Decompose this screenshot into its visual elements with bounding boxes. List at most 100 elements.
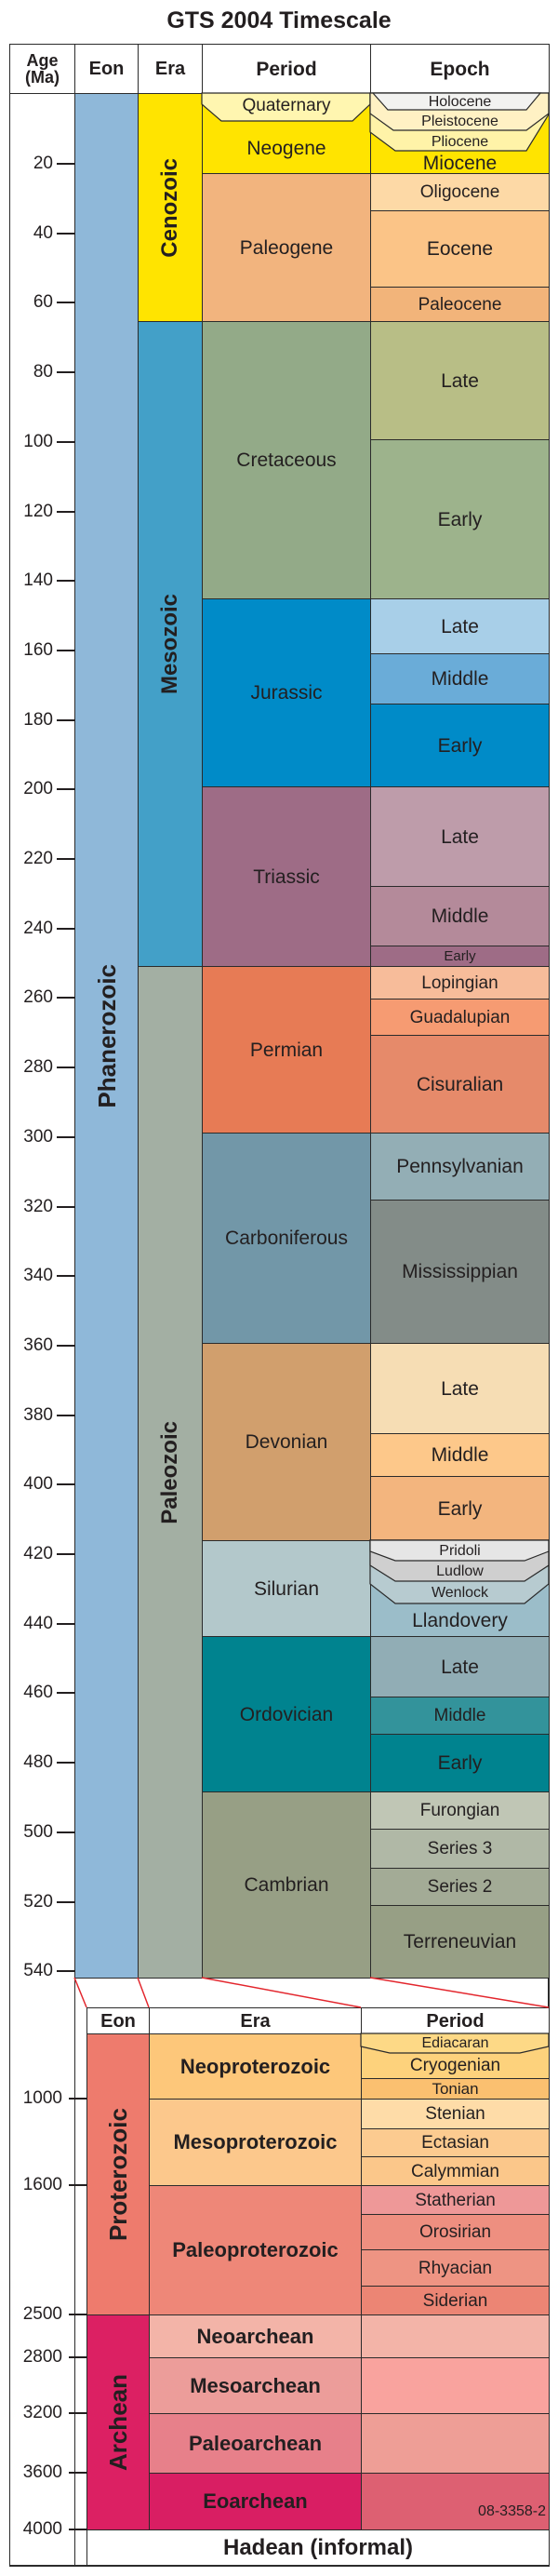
period-label-text: Tonian (432, 2080, 479, 2098)
period-label: Quaternary (202, 93, 371, 118)
period-label: Carboniferous (202, 1133, 371, 1344)
epoch-label-text: Eocene (426, 238, 494, 260)
eon-phanerozoic (74, 93, 139, 1979)
age-tick (57, 1205, 75, 1208)
era-paleoproterozoic (149, 2185, 362, 2315)
epoch-label: Early (370, 1476, 550, 1541)
period-label: Triassic (202, 786, 371, 967)
period-stenian (361, 2099, 550, 2129)
era-paleoarchean (149, 2413, 362, 2474)
epoch-label: Guadalupian (370, 999, 550, 1036)
epoch-label: Series 3 (370, 1829, 550, 1869)
epoch-label: Series 2 (370, 1868, 550, 1906)
age-tick-label: 60 (33, 292, 53, 313)
age-tick-label: 520 (23, 1891, 53, 1912)
chart-title: GTS 2004 Timescale (166, 7, 392, 34)
connector-line (73, 1977, 87, 2008)
age-tick-label: 20 (33, 154, 53, 173)
epoch-label-text: Terreneuvian (403, 1931, 517, 1952)
epoch-label-text: Early (437, 1497, 483, 1520)
epoch-late (370, 321, 550, 440)
epoch-pennsylvanian (370, 1133, 550, 1201)
epoch-label: Cisuralian (370, 1035, 550, 1134)
epoch-label-text: Llandovery (412, 1609, 508, 1631)
period-silurian (202, 1540, 371, 1637)
period-label: Siderian (361, 2286, 550, 2315)
age-tick (57, 1275, 75, 1278)
epoch-label: Middle (370, 886, 550, 946)
connector-line (369, 1977, 550, 2008)
period-carboniferous (202, 1133, 371, 1344)
age-tick-label: 40 (33, 222, 53, 243)
age-tick-label: 440 (23, 1613, 53, 1633)
epoch-label-text: Early (437, 1752, 483, 1774)
period-triassic (202, 786, 371, 967)
period-blank (361, 2357, 550, 2414)
epoch-label: Holocene (370, 93, 550, 112)
period-label-text: Neogene (246, 138, 326, 159)
period-ordovician (202, 1636, 371, 1792)
epoch-label-text: Late (441, 825, 479, 848)
period-blank (361, 2314, 550, 2358)
epoch-label: Early (370, 439, 550, 599)
era-label: Mesozoic (138, 321, 203, 967)
period-label: Ordovician (202, 1636, 371, 1792)
epoch-label: Paleocene (370, 287, 550, 322)
epoch-label-text: Series 3 (427, 1839, 493, 1858)
epoch-label-text: Mississippian (402, 1261, 518, 1282)
age-column (9, 93, 75, 2567)
epoch-label-text: Middle (431, 668, 489, 690)
epoch-late (370, 786, 550, 887)
period-label: Silurian (202, 1540, 371, 1637)
era-neoproterozoic (149, 2033, 362, 2100)
age-tick (69, 2098, 87, 2100)
age-tick (57, 1067, 75, 1069)
epoch-label-text: Pliocene (431, 133, 489, 150)
era-mesoproterozoic (149, 2099, 362, 2186)
period-label-text: Triassic (253, 865, 320, 888)
epoch-label: Middle (370, 1433, 550, 1477)
epoch-terreneuvian (370, 1905, 550, 1979)
epoch-label-text: Holocene (428, 94, 492, 110)
epoch-label-text: Furongian (419, 1801, 500, 1820)
age-tick (57, 1762, 75, 1764)
epoch-label-text: Early (444, 948, 476, 964)
age-tick-label: 340 (23, 1266, 53, 1286)
era-label: Paleozoic (138, 966, 203, 1979)
era-label-text: Paleoarchean (188, 2431, 323, 2455)
period-siderian (361, 2286, 550, 2315)
era-label: Neoarchean (149, 2314, 362, 2358)
period-orosirian (361, 2214, 550, 2250)
age-tick (57, 1900, 75, 1903)
era-label: Eoarchean (149, 2473, 362, 2530)
period-label: Calymmian (361, 2156, 550, 2186)
period-label: Rhyacian (361, 2249, 550, 2287)
epoch-label: Middle (370, 1697, 550, 1735)
epoch-label-text: Paleocene (418, 294, 502, 315)
age-tick (57, 580, 75, 583)
period-ectasian (361, 2128, 550, 2157)
age-tick (57, 302, 75, 304)
header-eon: Eon (74, 44, 139, 94)
eon-label-text: Proterozoic (104, 2107, 132, 2242)
age-tick-label: 160 (23, 639, 53, 660)
epoch-label: Wenlock (370, 1582, 550, 1604)
epoch-label: Late (370, 598, 550, 654)
lower-header-eon: Eon (86, 2007, 150, 2034)
age-tick-label: 300 (23, 1126, 53, 1147)
age-tick (57, 649, 75, 651)
period-label: Stenian (361, 2099, 550, 2129)
epoch-label-text: Late (441, 1377, 479, 1400)
epoch-label-text: Middle (431, 1444, 489, 1466)
eon-label: Phanerozoic (74, 93, 139, 1979)
period-label-text: Cretaceous (236, 449, 337, 471)
period-label-text: Ediacaran (421, 2034, 489, 2051)
age-tick-label: 220 (23, 849, 53, 868)
epoch-label: Pridoli (370, 1540, 550, 1562)
epoch-label: Llandovery (370, 1603, 550, 1637)
epoch-label-text: Miocene (422, 152, 498, 174)
period-rhyacian (361, 2249, 550, 2287)
period-label-text: Permian (249, 1039, 324, 1061)
epoch-label: Oligocene (370, 173, 550, 211)
era-label: Mesoproterozoic (149, 2099, 362, 2186)
